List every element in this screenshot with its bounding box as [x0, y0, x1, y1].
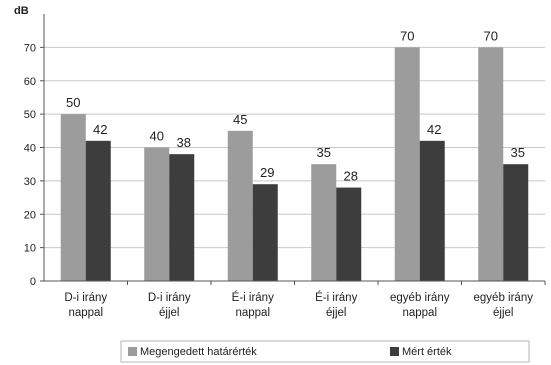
data-label: 42 [93, 122, 107, 137]
y-tick-label: 40 [24, 143, 36, 155]
legend-label: Megengedett határérték [140, 346, 257, 358]
gridlines [44, 46, 545, 249]
y-tick-label: 70 [24, 42, 36, 54]
bar-measured [252, 184, 278, 281]
y-tick-label: 50 [24, 109, 36, 121]
bars [60, 47, 529, 281]
legend-swatch [128, 347, 137, 356]
data-label: 40 [150, 129, 164, 144]
data-label: 70 [400, 28, 414, 43]
y-tick-label: 60 [24, 76, 36, 88]
axes [40, 14, 546, 285]
category-label: egyéb irány nappal [390, 292, 450, 319]
y-tick-label: 30 [24, 176, 36, 188]
bar-measured [169, 154, 195, 281]
bar-measured [85, 140, 111, 281]
y-axis-label: dB [14, 5, 29, 17]
data-labels: 50 42 40 38 45 29 35 28 70 42 70 35 [66, 28, 525, 183]
data-label: 70 [484, 28, 498, 43]
y-tick-label: 20 [24, 209, 36, 221]
bar-limit [60, 114, 86, 281]
category-label: D-i irány nappal [64, 292, 107, 319]
bar-limit [394, 47, 420, 281]
bar-limit [478, 47, 504, 281]
legend: Megengedett határérték Mért érték [120, 340, 530, 363]
legend-label: Mért érték [402, 346, 452, 358]
category-label: D-i irány éjjel [148, 292, 191, 319]
y-tick-label: 10 [24, 243, 36, 255]
bar-measured [503, 164, 529, 281]
y-tick-labels: 0 10 20 30 40 50 60 70 [24, 42, 36, 288]
category-labels: D-i irány nappal D-i irány éjjel É-i irány na… [64, 291, 533, 319]
category-label: É-i irány éjjel [315, 291, 357, 319]
data-label: 38 [177, 135, 191, 150]
category-label: É-i irány nappal [232, 291, 274, 319]
y-tick-label: 0 [30, 276, 36, 288]
bar-measured [419, 140, 445, 281]
data-label: 29 [260, 165, 274, 180]
legend-box [120, 340, 530, 363]
data-label: 50 [66, 95, 80, 110]
data-label: 35 [511, 145, 525, 160]
category-label: egyéb irány éjjel [474, 292, 534, 319]
bar-limit [227, 130, 253, 281]
data-label: 42 [427, 122, 441, 137]
bar-limit [311, 164, 337, 281]
bar-limit [144, 147, 170, 281]
legend-swatch [390, 347, 399, 356]
bar-measured [336, 187, 362, 281]
data-label: 28 [344, 169, 358, 184]
data-label: 45 [233, 112, 247, 127]
data-label: 35 [317, 145, 331, 160]
